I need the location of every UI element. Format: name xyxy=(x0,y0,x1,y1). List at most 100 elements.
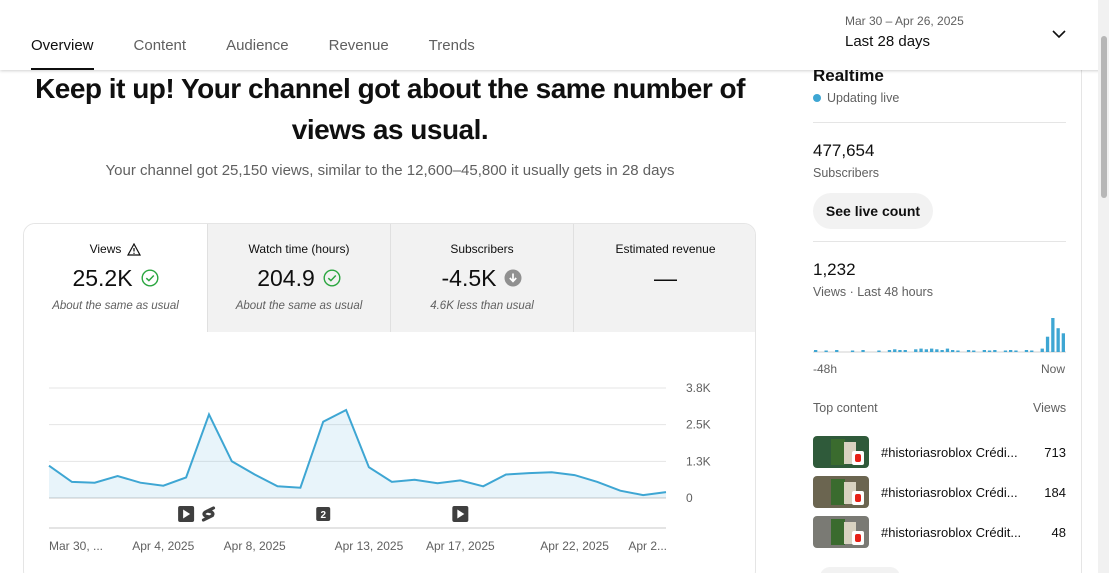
tab-overview[interactable]: Overview xyxy=(31,0,94,70)
top-content-views: 713 xyxy=(1044,444,1066,460)
upload-count-label: 2 xyxy=(320,510,326,521)
tab-revenue[interactable]: Revenue xyxy=(328,37,389,54)
headline-line-2: views as usual. xyxy=(291,114,489,145)
metric-subs-label-row: Subscribers xyxy=(391,242,573,256)
mini-chart-bar xyxy=(850,350,855,352)
realtime-status-text: Updating live xyxy=(827,91,900,105)
metric-views[interactable]: Views 25.2K About the same as usual xyxy=(24,224,207,332)
tab-trends[interactable]: Trends xyxy=(428,37,475,54)
see-live-count-button[interactable]: See live count xyxy=(813,193,933,229)
divider xyxy=(1081,70,1082,573)
subscriber-count: 477,654 xyxy=(813,141,875,160)
mini-chart-bar xyxy=(914,349,918,352)
metric-watch-time[interactable]: Watch time (hours) 204.9 About the same … xyxy=(207,224,390,332)
date-range-selector[interactable]: Mar 30 – Apr 26, 2025 Last 28 days xyxy=(845,14,964,50)
top-content-item[interactable]: #historiasroblox Crédi... 713 xyxy=(813,436,1066,468)
mini-chart-bar xyxy=(814,350,818,352)
mini-chart-bar xyxy=(951,350,955,352)
mini-chart-bar xyxy=(861,350,865,352)
mini-chart-bar xyxy=(919,348,923,352)
chevron-down-icon[interactable] xyxy=(1051,26,1067,42)
mini-chart-bar xyxy=(940,350,944,352)
mini-chart-bar xyxy=(903,350,907,352)
y-tick-label: 2.5K xyxy=(686,418,711,432)
scrollbar-track[interactable] xyxy=(1098,0,1109,573)
realtime-views-label: Views · Last 48 hours xyxy=(813,285,933,299)
realtime-views-bar-chart xyxy=(813,318,1066,353)
metric-label: Views xyxy=(89,242,122,256)
date-range-label: Last 28 days xyxy=(845,33,931,50)
check-circle-icon xyxy=(141,269,159,287)
tab-audience[interactable]: Audience xyxy=(226,37,289,54)
shorts-icon xyxy=(852,451,864,465)
play-triangle xyxy=(183,509,191,519)
thumbnail-figure xyxy=(831,479,845,505)
upload-count-badge xyxy=(316,507,331,521)
metric-note: About the same as usual xyxy=(52,300,179,312)
mini-chart-bar xyxy=(824,350,828,352)
thumbnail-figure xyxy=(831,519,845,545)
metric-revenue-value-row: — xyxy=(574,264,755,292)
x-tick-label: Mar 30, ... xyxy=(49,539,103,553)
x-tick-label: Apr 17, 2025 xyxy=(426,539,495,553)
tab-bar: Overview Content Audience Revenue Trends xyxy=(31,0,515,70)
top-content-views: 184 xyxy=(1044,484,1066,500)
shorts-icon xyxy=(201,506,216,522)
headline-subtitle: Your channel got 25,150 views, similar t… xyxy=(105,162,675,179)
realtime-title: Realtime xyxy=(813,66,884,85)
top-bar: Overview Content Audience Revenue Trends… xyxy=(0,0,1109,70)
mini-chart-end-label: Now xyxy=(1041,362,1066,376)
top-content-label: Top content xyxy=(813,401,878,415)
mini-chart-bar xyxy=(945,348,950,352)
mini-chart-bar xyxy=(835,350,839,352)
views-chart: 0 1.3K 2.5K 3.8K 2 Mar 30, ... Apr 4, 2025 Apr … xyxy=(48,381,711,553)
mini-chart-bar xyxy=(1061,333,1065,352)
mini-chart-bar xyxy=(898,350,902,352)
metric-views-value-row: 25.2K xyxy=(24,264,207,292)
metric-views-label-row: Views xyxy=(24,242,207,256)
mini-chart-bar xyxy=(1024,350,1029,352)
page-headline: Keep it up! Your channel got about the s… xyxy=(30,68,750,150)
overview-card: Views 25.2K About the same as usual Watc… xyxy=(23,223,756,573)
top-content-views: 48 xyxy=(1051,524,1066,540)
date-range-dates: Mar 30 – Apr 26, 2025 xyxy=(845,14,964,28)
x-tick-label: Apr 22, 2025 xyxy=(540,539,609,553)
mini-chart-bar xyxy=(1056,328,1060,352)
metric-note: About the same as usual xyxy=(235,300,363,312)
y-tick-label: 0 xyxy=(686,491,693,505)
metric-value: — xyxy=(654,264,677,291)
scrollbar-thumb[interactable] xyxy=(1101,36,1107,198)
headline-line-1: Keep it up! Your channel got about the s… xyxy=(35,73,745,104)
mini-chart-bar xyxy=(935,349,939,352)
mini-chart-bar xyxy=(887,350,892,352)
top-content-item[interactable]: #historiasroblox Crédit... 48 xyxy=(813,516,1066,548)
realtime-status: Updating live xyxy=(813,91,899,105)
mini-chart-bar xyxy=(893,349,897,352)
mini-chart-bar xyxy=(1014,350,1018,352)
play-triangle xyxy=(457,509,465,519)
tab-content[interactable]: Content xyxy=(133,37,187,54)
top-content-title: #historiasroblox Crédit... xyxy=(881,524,1022,540)
top-content-title: #historiasroblox Crédi... xyxy=(881,484,1018,500)
x-tick-label: Apr 8, 2025 xyxy=(224,539,286,553)
mini-chart-bar xyxy=(966,350,971,352)
mini-chart-bar xyxy=(1009,350,1013,352)
mini-chart-bar xyxy=(1051,318,1055,352)
metric-note: 4.6K less than usual xyxy=(430,300,534,312)
thumbnail-figure xyxy=(831,439,845,465)
mini-chart-bar xyxy=(877,350,881,352)
warning-icon[interactable] xyxy=(127,242,142,256)
mini-chart-bar xyxy=(972,350,976,352)
series-line xyxy=(48,408,667,497)
mini-chart-bar xyxy=(1040,348,1044,352)
top-content-item[interactable]: #historiasroblox Crédi... 184 xyxy=(813,476,1066,508)
metric-watch-label-row: Watch time (hours) xyxy=(208,242,390,256)
top-content-views-header: Views xyxy=(1033,401,1067,415)
see-more-button[interactable] xyxy=(820,567,900,573)
divider xyxy=(813,241,1066,242)
series-area xyxy=(49,410,666,498)
metric-value: 25.2K xyxy=(72,264,133,291)
y-tick-label: 3.8K xyxy=(686,381,711,395)
metric-subscribers[interactable]: Subscribers -4.5K 4.6K less than usual xyxy=(390,224,573,332)
metric-revenue[interactable]: Estimated revenue — xyxy=(573,224,755,332)
